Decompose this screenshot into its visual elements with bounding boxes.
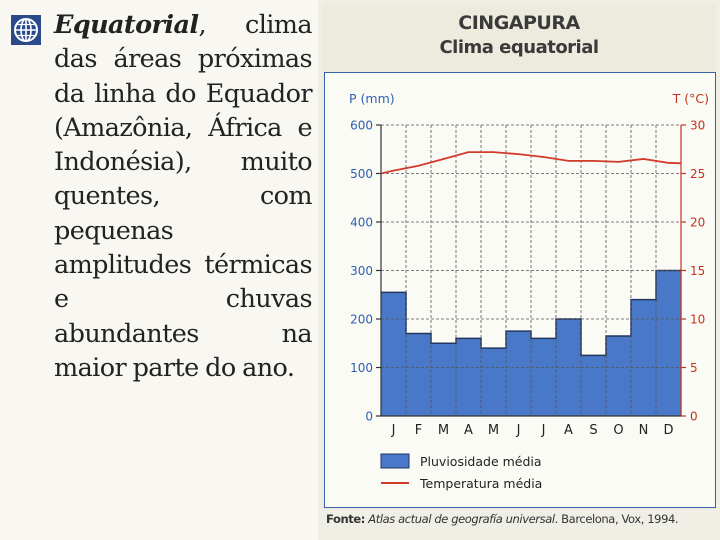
left-axis-tick-label: 100 <box>350 361 373 375</box>
temperature-point <box>442 158 445 160</box>
right-axis-tick-label: 0 <box>690 410 698 424</box>
temperature-point <box>392 169 395 172</box>
chart-panel: CINGAPURA Clima equatorial 0 100 200 300 400… <box>318 0 720 540</box>
legend-precip-swatch <box>380 453 410 469</box>
precip-bar <box>456 338 482 416</box>
chart-subtitle: Clima equatorial <box>439 37 599 58</box>
temperature-point <box>542 156 545 158</box>
temperature-point <box>467 151 470 154</box>
left-axis-tick-label: 0 <box>365 410 373 424</box>
temperature-point <box>617 160 620 163</box>
precip-bar <box>581 355 607 416</box>
chart-title: CINGAPURA <box>458 12 580 34</box>
precip-bar <box>506 331 532 416</box>
month-label: O <box>613 423 623 438</box>
source-note: Fonte: Atlas actual de geografía univers… <box>326 512 718 526</box>
month-label: A <box>564 423 573 438</box>
temperature-point <box>667 161 670 164</box>
temperature-point <box>492 151 495 154</box>
source-title: Atlas actual de geografía universal <box>368 512 555 526</box>
right-axis-tick-label: 5 <box>690 361 698 375</box>
precip-bar <box>406 333 432 416</box>
text-panel: Equatorial, clima das áreas próximas da … <box>0 0 318 540</box>
left-axis-tick-label: 200 <box>350 313 373 327</box>
climate-term: Equatorial <box>54 10 199 40</box>
temperature-point <box>517 153 520 155</box>
left-axis-tick-label: 600 <box>350 119 373 133</box>
month-label: J <box>391 423 396 438</box>
right-axis-title: T (°C) <box>672 91 709 106</box>
globe-icon <box>11 15 41 45</box>
month-label: M <box>438 423 449 438</box>
right-axis-tick-label: 25 <box>690 167 705 181</box>
left-axis-title: P (mm) <box>349 91 395 106</box>
precip-bar <box>606 335 632 416</box>
month-label: A <box>464 423 473 438</box>
month-label: F <box>415 423 422 438</box>
left-axis-tick-label: 500 <box>350 167 373 181</box>
precip-bar <box>631 299 657 416</box>
climate-description: Equatorial, clima das áreas próximas da … <box>54 8 313 385</box>
legend-temp-label: Temperatura média <box>419 476 542 491</box>
temperature-point <box>642 158 645 160</box>
right-axis-tick-label: 10 <box>690 313 705 327</box>
right-axis-tick-label: 20 <box>690 216 705 230</box>
precip-bar <box>481 348 507 416</box>
temperature-point <box>417 164 420 167</box>
climate-description-body: , clima das áreas próximas da linha do E… <box>54 10 313 383</box>
temperature-point <box>592 159 595 162</box>
chart-box: CINGAPURA Clima equatorial 0 100 200 300 400… <box>322 4 716 510</box>
month-label: M <box>488 423 499 438</box>
precip-bar <box>531 338 557 416</box>
precip-bar <box>656 270 682 416</box>
legend-precip-label: Pluviosidade média <box>420 454 542 469</box>
chart-frame: 0 100 200 300 400 500 600 0 5 10 15 20 25 30 P (mm) T (… <box>324 72 716 508</box>
temperature-line <box>380 151 682 175</box>
climate-chart: 0 100 200 300 400 500 600 0 5 10 15 20 25 30 P (mm) T (… <box>349 91 709 491</box>
left-axis-tick-label: 400 <box>350 216 373 230</box>
precip-bar <box>431 343 457 416</box>
right-axis-tick-label: 30 <box>690 119 705 133</box>
temperature-point <box>567 159 570 162</box>
month-label: S <box>589 423 597 438</box>
month-label: N <box>639 423 649 438</box>
month-label: D <box>663 423 673 438</box>
left-axis-tick-label: 300 <box>350 264 373 278</box>
month-label: J <box>541 423 546 438</box>
precip-bar <box>381 292 407 416</box>
right-axis-tick-label: 15 <box>690 264 705 278</box>
source-label: Fonte: <box>326 512 365 526</box>
source-rest: . Barcelona, Vox, 1994. <box>554 512 679 526</box>
month-label: J <box>516 423 521 438</box>
